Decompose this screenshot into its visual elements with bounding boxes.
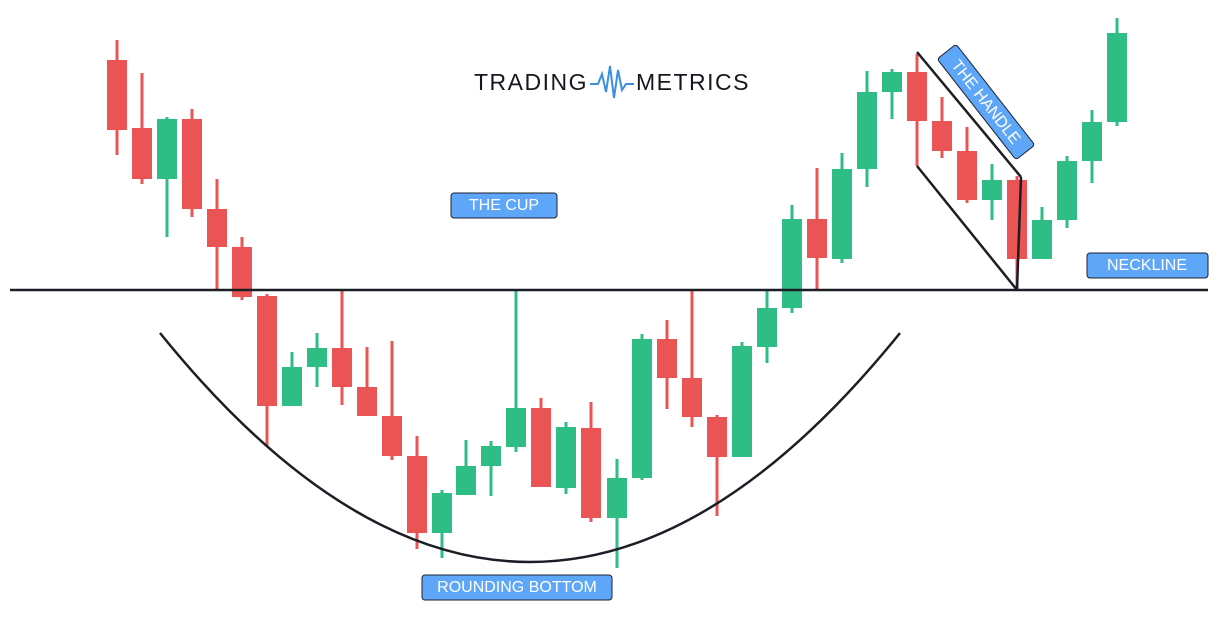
- candle-body: [432, 493, 452, 533]
- logo-left: TRADING: [474, 69, 588, 95]
- cup-curve: [159, 332, 901, 564]
- handle-upper: [916, 51, 1022, 178]
- candle-body: [132, 128, 152, 179]
- candle-body: [282, 367, 302, 406]
- candle-body: [332, 348, 352, 387]
- candle-body: [607, 478, 627, 518]
- candle-body: [682, 378, 702, 417]
- tag-text: THE CUP: [469, 197, 539, 214]
- cup-tag: THE CUP: [450, 192, 558, 219]
- logo-icon: [590, 65, 634, 99]
- tag-text: ROUNDING BOTTOM: [437, 579, 597, 596]
- candle-body: [932, 121, 952, 151]
- candle-body: [1032, 220, 1052, 259]
- candle-body: [257, 296, 277, 406]
- candle-body: [1107, 33, 1127, 122]
- candle-body: [357, 387, 377, 416]
- candle-body: [732, 346, 752, 457]
- bottom-tag: ROUNDING BOTTOM: [421, 574, 613, 601]
- tag-box: [450, 192, 558, 219]
- candle-body: [1007, 180, 1027, 259]
- candle-body: [407, 456, 427, 533]
- candle-body: [107, 60, 127, 130]
- candle-body: [232, 247, 252, 297]
- tag-text: NECKLINE: [1107, 257, 1187, 274]
- candle-body: [481, 446, 501, 466]
- tag-box: [937, 44, 1035, 160]
- candle-body: [707, 417, 727, 457]
- handle-edge: [1015, 176, 1023, 291]
- candle-body: [506, 408, 526, 447]
- logo-right: METRICS: [636, 69, 750, 95]
- candle-body: [907, 72, 927, 121]
- candle-body: [782, 219, 802, 308]
- candle-body: [1082, 122, 1102, 161]
- candle-body: [957, 151, 977, 200]
- candle-body: [556, 427, 576, 488]
- tag-box: [421, 574, 613, 601]
- candle-body: [207, 209, 227, 247]
- candle-body: [857, 92, 877, 169]
- neckline-tag: NECKLINE: [1086, 252, 1209, 279]
- candle-body: [882, 72, 902, 92]
- candle-body: [581, 428, 601, 518]
- tag-box: [1086, 252, 1209, 279]
- candle-body: [456, 466, 476, 495]
- candle-body: [531, 408, 551, 487]
- candle-body: [307, 348, 327, 367]
- candle-body: [807, 219, 827, 258]
- candle-body: [382, 416, 402, 456]
- handle-lower: [916, 165, 1018, 291]
- candle-body: [832, 169, 852, 259]
- candle-body: [157, 119, 177, 179]
- candle-body: [182, 119, 202, 209]
- candle-body: [632, 339, 652, 478]
- candle-body: [982, 180, 1002, 200]
- candle-body: [757, 308, 777, 347]
- candle-body: [1057, 161, 1077, 220]
- candles: [107, 18, 1127, 568]
- candle-body: [657, 339, 677, 378]
